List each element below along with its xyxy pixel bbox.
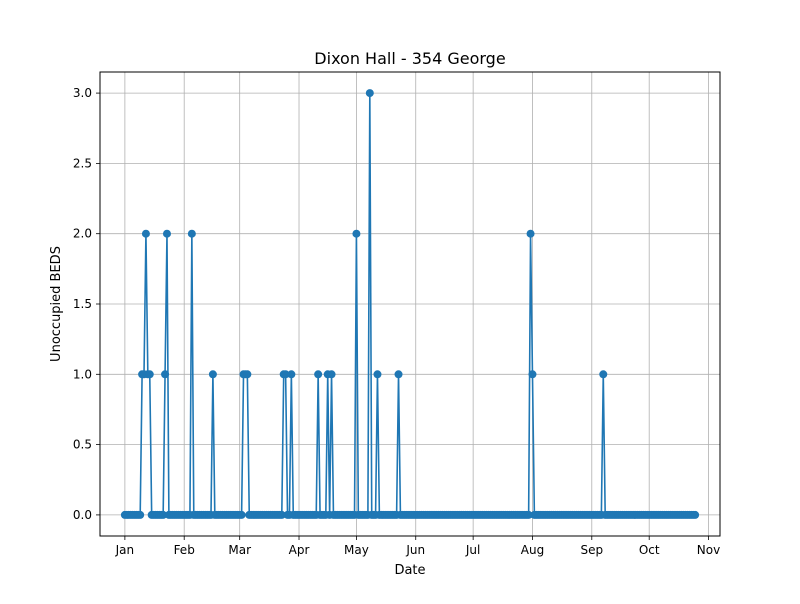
x-tick-label: Apr bbox=[289, 543, 310, 557]
y-tick-label: 0.0 bbox=[73, 508, 92, 522]
data-point bbox=[394, 370, 403, 379]
data-point bbox=[373, 370, 382, 379]
data-point bbox=[691, 510, 700, 519]
data-point bbox=[526, 229, 535, 238]
data-point bbox=[287, 370, 296, 379]
data-point bbox=[524, 510, 533, 519]
data-point bbox=[243, 370, 252, 379]
y-tick-label: 3.0 bbox=[73, 86, 92, 100]
x-tick-label: Nov bbox=[697, 543, 720, 557]
data-point bbox=[161, 370, 170, 379]
x-tick-label: Oct bbox=[639, 543, 660, 557]
data-layer bbox=[120, 89, 700, 519]
data-point bbox=[352, 229, 361, 238]
data-point bbox=[141, 229, 150, 238]
chart-title: Dixon Hall - 354 George bbox=[314, 49, 505, 68]
x-tick-label: Jun bbox=[405, 543, 425, 557]
data-point bbox=[145, 370, 154, 379]
data-point bbox=[277, 510, 286, 519]
y-tick-label: 2.0 bbox=[73, 227, 92, 241]
x-tick-label: Feb bbox=[174, 543, 195, 557]
data-point bbox=[327, 370, 336, 379]
x-tick-label: Mar bbox=[228, 543, 251, 557]
data-point bbox=[162, 229, 171, 238]
data-point bbox=[281, 370, 290, 379]
y-tick-label: 0.5 bbox=[73, 438, 92, 452]
x-tick-label: Sep bbox=[580, 543, 603, 557]
grid bbox=[100, 72, 720, 536]
y-tick-label: 1.5 bbox=[73, 297, 92, 311]
data-point bbox=[237, 510, 246, 519]
y-tick-label: 1.0 bbox=[73, 367, 92, 381]
data-point bbox=[187, 229, 196, 238]
data-point bbox=[365, 89, 374, 98]
x-axis-ticks: Jan Feb Mar Apr May Jun Jul Aug Sep Oct Nov bbox=[115, 536, 720, 557]
data-point bbox=[314, 370, 323, 379]
y-axis-ticks: 0.0 0.5 1.0 1.5 2.0 2.5 3.0 bbox=[73, 86, 100, 522]
x-tick-label: Jan bbox=[115, 543, 135, 557]
data-point bbox=[208, 370, 217, 379]
y-tick-label: 2.5 bbox=[73, 156, 92, 170]
data-point bbox=[599, 370, 608, 379]
x-tick-label: May bbox=[344, 543, 369, 557]
x-axis-label: Date bbox=[394, 563, 425, 578]
data-point bbox=[528, 370, 537, 379]
y-axis-label: Unoccupied BEDS bbox=[49, 246, 64, 362]
data-point bbox=[159, 510, 168, 519]
x-tick-label: Aug bbox=[521, 543, 544, 557]
x-tick-label: Jul bbox=[465, 543, 480, 557]
data-point bbox=[136, 510, 145, 519]
